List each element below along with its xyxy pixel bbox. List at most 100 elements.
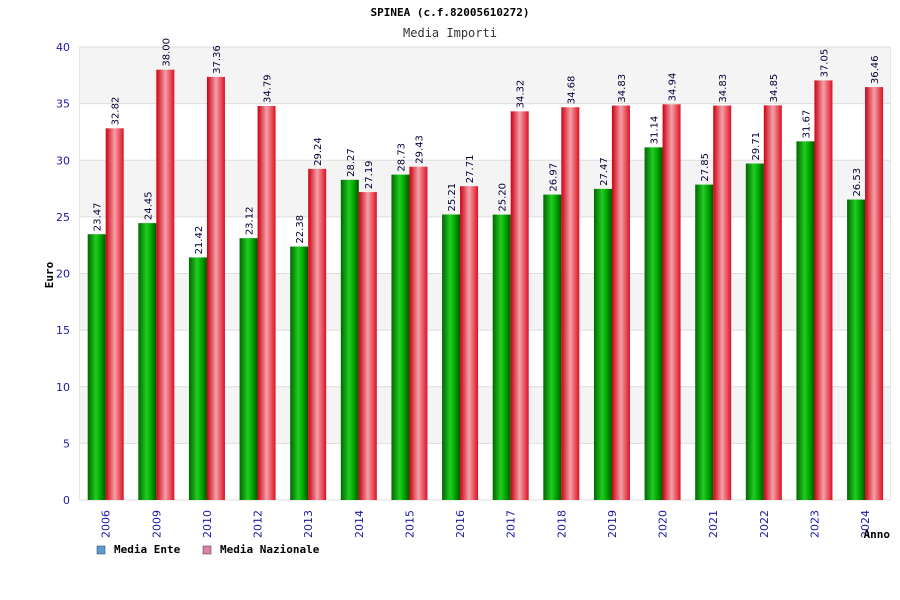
data-label: 29.43	[414, 135, 425, 164]
x-tick-label: 2016	[454, 510, 467, 538]
data-label: 25.21	[447, 183, 458, 212]
bar-media-nazionale	[156, 69, 175, 501]
x-tick-label: 2022	[758, 510, 771, 538]
bar-media-nazionale	[206, 76, 225, 500]
bar-media-nazionale	[662, 104, 681, 500]
data-label: 27.47	[599, 157, 610, 186]
data-label: 34.79	[263, 74, 274, 103]
data-label: 25.20	[498, 183, 509, 212]
legend-label-media-nazionale: Media Nazionale	[220, 543, 320, 556]
data-label: 32.82	[111, 97, 122, 126]
x-tick-label: 2012	[252, 510, 265, 538]
bar-media-ente	[695, 184, 714, 500]
bar-media-ente	[391, 174, 410, 500]
bar-media-nazionale	[510, 111, 529, 501]
data-label: 34.83	[718, 74, 729, 103]
y-tick-label: 5	[63, 437, 70, 450]
bar-media-nazionale	[763, 105, 782, 500]
bar-media-ente	[340, 179, 359, 500]
data-label: 23.47	[93, 203, 104, 232]
bar-media-nazionale	[713, 105, 732, 501]
legend-swatch-media-ente	[96, 545, 106, 555]
data-label: 28.27	[346, 148, 357, 177]
x-tick-label: 2020	[657, 510, 670, 538]
x-tick-label: 2015	[403, 510, 416, 538]
y-axis-label: Euro	[43, 261, 56, 288]
chart-title: SPINEA (c.f.82005610272)	[371, 6, 530, 19]
bar-media-ente	[188, 257, 207, 500]
bar-media-ente	[745, 163, 764, 501]
legend-label-media-ente: Media Ente	[114, 543, 181, 556]
data-label: 34.32	[516, 80, 527, 109]
x-tick-label: 2014	[353, 510, 366, 538]
y-axis-ticks: 0 5 10 15 20 25 30 35 40	[56, 41, 70, 507]
data-label: 27.85	[700, 153, 711, 182]
bar-media-ente	[644, 147, 663, 501]
bar-media-nazionale	[814, 80, 833, 500]
bar-media-nazionale	[460, 186, 479, 500]
data-label: 26.97	[548, 163, 559, 192]
y-tick-label: 40	[56, 41, 70, 54]
data-label: 27.71	[465, 155, 476, 184]
data-label: 34.83	[617, 74, 628, 103]
y-tick-label: 25	[56, 211, 70, 224]
data-label: 23.12	[245, 207, 256, 236]
data-label: 37.36	[212, 45, 223, 74]
bar-media-ente	[543, 194, 562, 500]
x-tick-label: 2013	[302, 510, 315, 538]
y-tick-label: 35	[56, 98, 70, 111]
x-tick-label: 2018	[555, 510, 568, 538]
x-tick-label: 2006	[100, 510, 113, 538]
bar-media-ente	[847, 199, 866, 501]
bar-media-ente	[492, 214, 511, 501]
bar-media-nazionale	[611, 105, 630, 501]
bar-media-ente	[796, 141, 815, 500]
y-tick-label: 20	[56, 268, 70, 281]
bar-media-nazionale	[358, 192, 377, 501]
bar-media-nazionale	[257, 106, 276, 501]
data-label: 34.94	[668, 73, 679, 102]
data-label: 29.71	[751, 132, 762, 161]
bar-media-nazionale	[561, 107, 580, 501]
y-tick-label: 0	[63, 494, 70, 507]
x-tick-label: 2023	[808, 510, 821, 538]
legend: Media Ente Media Nazionale	[96, 543, 320, 556]
y-tick-label: 30	[56, 154, 70, 167]
data-label: 28.73	[396, 143, 407, 172]
data-label: 34.85	[769, 74, 780, 103]
x-tick-label: 2021	[707, 510, 720, 538]
x-axis-label: Anno	[864, 528, 891, 541]
bar-media-nazionale	[105, 128, 124, 500]
bars	[87, 69, 884, 501]
y-tick-label: 10	[56, 381, 70, 394]
legend-swatch-media-nazionale	[202, 545, 212, 555]
data-label: 31.67	[801, 110, 812, 139]
x-tick-label: 2009	[150, 510, 163, 538]
data-labels: 23.47 32.82 24.45 38.00 21.42 37.36 23.12 34.79…	[93, 38, 881, 254]
bar-media-ente	[87, 234, 106, 500]
data-label: 31.14	[650, 116, 661, 145]
x-tick-label: 2024	[859, 510, 872, 538]
bar-media-ente	[138, 223, 157, 500]
bar-media-ente	[442, 214, 461, 500]
bar-media-ente	[593, 188, 612, 500]
data-label: 29.24	[313, 137, 324, 166]
bar-media-nazionale	[865, 87, 884, 500]
bar-media-nazionale	[409, 166, 428, 500]
data-label: 27.19	[364, 160, 375, 189]
y-tick-label: 15	[56, 324, 70, 337]
data-label: 34.68	[566, 76, 577, 105]
data-label: 21.42	[194, 226, 205, 255]
data-label: 26.53	[852, 168, 863, 197]
bar-media-ente	[290, 246, 309, 500]
data-label: 37.05	[819, 49, 830, 78]
bar-media-ente	[239, 238, 258, 500]
chart-subtitle: Media Importi	[403, 26, 497, 40]
data-label: 36.46	[870, 55, 881, 84]
x-tick-label: 2017	[505, 510, 518, 538]
x-axis-ticks: 2006 2009 2010 2012 2013 2014 2015 2016 2017 2018…	[100, 510, 872, 538]
x-tick-label: 2010	[201, 510, 214, 538]
data-label: 22.38	[295, 215, 306, 244]
bar-media-nazionale	[308, 168, 327, 500]
